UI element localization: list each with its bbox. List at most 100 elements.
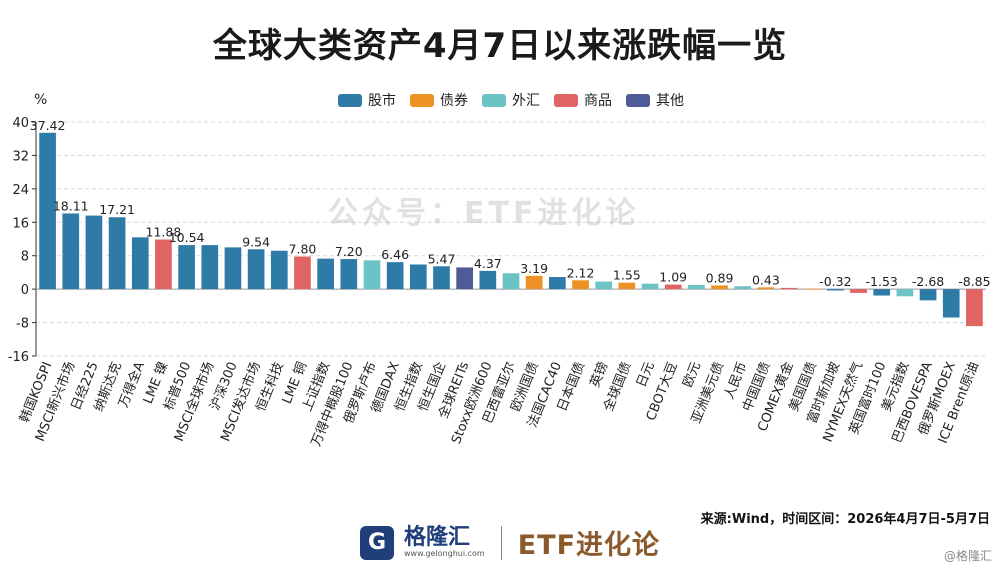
legend-swatch-bonds — [410, 93, 434, 107]
chart-title: 全球大类资产4月7日以来涨跌幅一览 — [212, 26, 788, 66]
bar — [966, 289, 983, 327]
bar — [549, 277, 566, 290]
x-tick-label: 欧元 — [680, 360, 704, 390]
logo-url: www.gelonghui.com — [404, 549, 485, 558]
data-label: -1.53 — [866, 274, 898, 289]
y-tick-label: -16 — [8, 350, 29, 365]
bar — [433, 266, 450, 290]
legend-item-commodities[interactable]: 商品 — [554, 90, 612, 110]
y-tick-label: -8 — [16, 317, 29, 332]
y-tick-label: 24 — [12, 183, 29, 198]
data-label: 18.11 — [53, 198, 89, 213]
bar — [363, 260, 381, 290]
bar — [247, 249, 265, 290]
data-label: 2.12 — [567, 265, 595, 280]
bar — [896, 289, 914, 297]
data-label: 10.54 — [169, 230, 205, 245]
bar — [456, 267, 473, 290]
data-label: 7.80 — [289, 242, 317, 257]
watermark: 公众号：ETF进化论 — [328, 196, 640, 231]
legend-label-fx: 外汇 — [512, 93, 540, 109]
footer-divider — [500, 525, 502, 560]
bar — [85, 215, 103, 290]
legend-item-others[interactable]: 其他 — [626, 90, 684, 110]
data-label: 9.54 — [242, 234, 270, 249]
bar — [178, 245, 195, 290]
legend-item-bonds[interactable]: 债券 — [410, 90, 468, 110]
bar — [850, 289, 867, 293]
bar — [409, 264, 427, 290]
bar — [664, 284, 682, 290]
bar — [780, 287, 798, 290]
legend-label-bonds: 债券 — [440, 93, 468, 109]
legend-swatch-stocks — [338, 93, 362, 107]
data-label: -8.85 — [958, 274, 990, 289]
bar — [502, 273, 520, 290]
data-label: 5.47 — [428, 251, 456, 266]
bar — [873, 289, 891, 296]
data-label: 11.88 — [146, 225, 182, 240]
data-label: -0.32 — [819, 274, 851, 289]
data-label: 1.55 — [613, 268, 641, 283]
bar — [108, 217, 126, 290]
data-label: -2.68 — [912, 274, 944, 289]
data-label: 7.20 — [335, 244, 363, 259]
bar-chart: %4032241680-8-1637.42韩国KOSPI18.11MSCI新兴市… — [8, 92, 991, 449]
bar — [734, 286, 752, 290]
legend-label-others: 其他 — [656, 93, 684, 109]
data-label: 6.46 — [381, 247, 409, 262]
bar — [711, 285, 728, 290]
legend-label-commodities: 商品 — [584, 93, 612, 109]
y-tick-label: 0 — [21, 283, 29, 298]
y-tick-label: 8 — [21, 250, 29, 265]
legend-swatch-fx — [482, 93, 506, 107]
data-label: 17.21 — [99, 202, 135, 217]
legend-item-stocks[interactable]: 股市 — [338, 90, 396, 110]
bar — [942, 289, 960, 318]
bar — [803, 288, 821, 290]
y-tick-label: 32 — [12, 149, 29, 164]
bar — [525, 275, 543, 290]
bar — [317, 258, 334, 290]
legend-swatch-commodities — [554, 93, 578, 107]
legend-item-fx[interactable]: 外汇 — [482, 90, 540, 110]
chart-legend: 股市 债券 外汇 商品 其他 — [338, 90, 684, 110]
bar — [618, 282, 636, 290]
bar — [479, 270, 497, 290]
bar — [572, 280, 589, 290]
bar — [131, 237, 149, 290]
bar — [224, 247, 242, 290]
bar — [688, 284, 705, 290]
source-note: 来源:Wind，时间区间：2026年4月7日-5月7日 — [700, 512, 990, 527]
y-axis-unit: % — [34, 92, 47, 108]
corner-watermark: @格隆汇 — [943, 549, 992, 563]
data-label: 0.43 — [752, 272, 780, 287]
data-label: 0.89 — [706, 270, 734, 285]
data-label: 4.37 — [474, 256, 502, 271]
bar — [641, 283, 659, 290]
bar — [294, 256, 311, 290]
bar — [757, 287, 775, 290]
logo-text-block: 格隆汇 www.gelonghui.com — [404, 527, 485, 559]
bar — [39, 132, 56, 290]
bar — [386, 262, 404, 290]
bar — [340, 259, 358, 290]
bar — [270, 250, 288, 290]
bar — [201, 245, 219, 290]
brand-name: ETF进化论 — [517, 530, 661, 561]
footer-branding: G 格隆汇 www.gelonghui.com ETF进化论 — [360, 523, 660, 562]
legend-swatch-others — [626, 93, 650, 107]
y-tick-label: 16 — [12, 216, 29, 231]
legend-label-stocks: 股市 — [368, 93, 396, 109]
y-tick-label: 40 — [12, 116, 29, 131]
data-label: 3.19 — [520, 261, 548, 276]
bar — [919, 289, 937, 301]
gelonghui-logo-icon: G — [360, 525, 394, 560]
bar — [595, 281, 613, 290]
data-label: 1.09 — [659, 270, 687, 285]
bar — [827, 289, 844, 291]
bar — [62, 213, 80, 290]
data-label: 37.42 — [30, 118, 66, 133]
x-tick-label: 日元 — [634, 360, 658, 390]
bar — [155, 239, 172, 290]
